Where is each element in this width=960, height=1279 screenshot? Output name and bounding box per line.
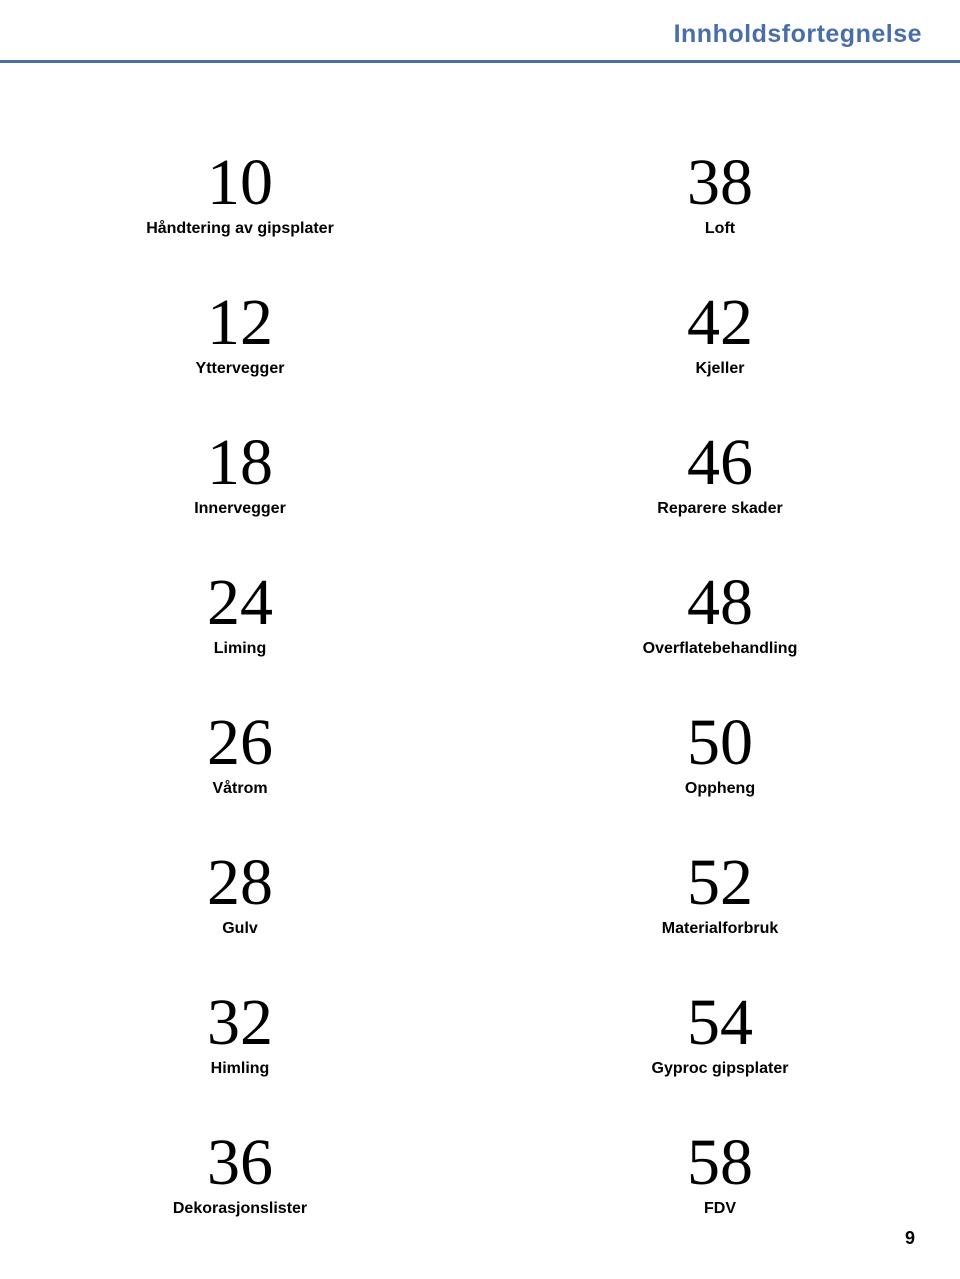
page-number: 9 — [905, 1228, 915, 1249]
toc-number: 38 — [687, 150, 753, 216]
toc-entry: 24 Liming — [207, 570, 273, 658]
toc-number: 42 — [687, 290, 753, 356]
toc-label: Liming — [207, 640, 273, 658]
toc-label: Dekorasjonslister — [173, 1200, 307, 1218]
toc-number: 50 — [685, 710, 755, 776]
toc-number: 52 — [662, 850, 778, 916]
toc-entry: 28 Gulv — [207, 850, 273, 938]
toc-entry: 36 Dekorasjonslister — [173, 1130, 307, 1218]
toc-number: 26 — [207, 710, 273, 776]
toc-number: 10 — [146, 150, 334, 216]
toc-number: 48 — [643, 570, 798, 636]
toc-label: Yttervegger — [196, 360, 285, 378]
toc-entry: 32 Himling — [207, 990, 273, 1078]
toc-label: Våtrom — [207, 780, 273, 798]
header-title: Innholdsfortegnelse — [674, 20, 922, 49]
toc-label: Loft — [687, 220, 753, 238]
toc-entry: 48 Overflatebehandling — [643, 570, 798, 658]
toc-entry: 52 Materialforbruk — [662, 850, 778, 938]
toc-entry: 18 Innervegger — [194, 430, 286, 518]
toc-entry: 58 FDV — [687, 1130, 753, 1218]
toc-entry: 12 Yttervegger — [196, 290, 285, 378]
toc-label: Reparere skader — [657, 500, 782, 518]
toc-number: 54 — [652, 990, 789, 1056]
toc-number: 12 — [196, 290, 285, 356]
toc-column-right: 38 Loft 42 Kjeller 46 Reparere skader 48… — [480, 150, 960, 1270]
header-divider — [0, 60, 960, 63]
toc-label: Gulv — [207, 920, 273, 938]
toc-number: 24 — [207, 570, 273, 636]
toc-label: Håndtering av gipsplater — [146, 220, 334, 238]
toc-entry: 54 Gyproc gipsplater — [652, 990, 789, 1078]
toc-number: 36 — [173, 1130, 307, 1196]
toc-label: Oppheng — [685, 780, 755, 798]
toc-number: 32 — [207, 990, 273, 1056]
toc-entry: 10 Håndtering av gipsplater — [146, 150, 334, 238]
toc-number: 18 — [194, 430, 286, 496]
toc-entry: 38 Loft — [687, 150, 753, 238]
toc-number: 58 — [687, 1130, 753, 1196]
toc-label: Materialforbruk — [662, 920, 778, 938]
toc-label: FDV — [687, 1200, 753, 1218]
toc-entry: 42 Kjeller — [687, 290, 753, 378]
page: Innholdsfortegnelse 10 Håndtering av gip… — [0, 0, 960, 1279]
toc-label: Kjeller — [687, 360, 753, 378]
toc-number: 46 — [657, 430, 782, 496]
toc-label: Overflatebehandling — [643, 640, 798, 658]
toc-entry: 46 Reparere skader — [657, 430, 782, 518]
toc-number: 28 — [207, 850, 273, 916]
toc-label: Himling — [207, 1060, 273, 1078]
toc-label: Gyproc gipsplater — [652, 1060, 789, 1078]
toc-column-left: 10 Håndtering av gipsplater 12 Yttervegg… — [0, 150, 480, 1270]
toc-entry: 50 Oppheng — [685, 710, 755, 798]
toc-columns: 10 Håndtering av gipsplater 12 Yttervegg… — [0, 150, 960, 1270]
toc-entry: 26 Våtrom — [207, 710, 273, 798]
toc-label: Innervegger — [194, 500, 286, 518]
